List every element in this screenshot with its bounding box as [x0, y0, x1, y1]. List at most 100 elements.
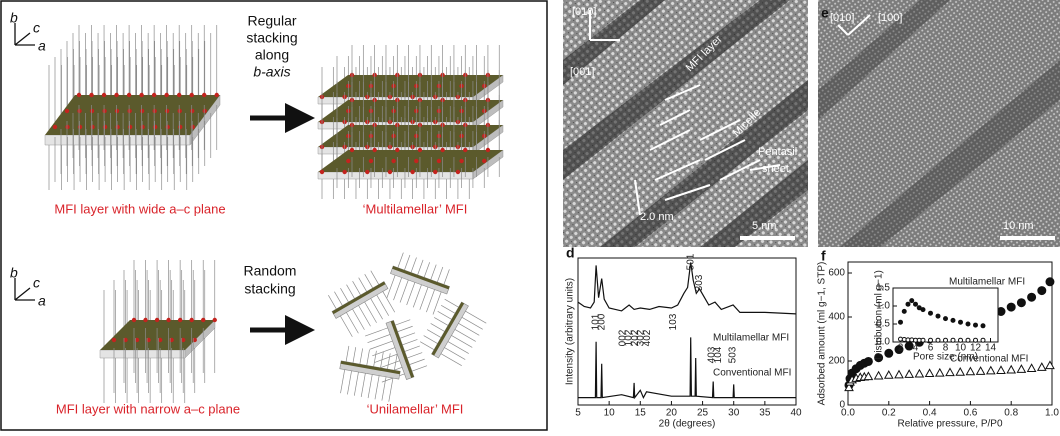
atom	[437, 159, 441, 163]
point	[902, 309, 906, 313]
tem-label: sheet	[762, 163, 789, 175]
panel-label: d	[566, 245, 575, 261]
point	[1007, 303, 1015, 311]
peak-label: 103	[668, 313, 679, 330]
tem-label: Pentasil	[758, 146, 797, 158]
point	[1017, 299, 1025, 307]
atom	[482, 159, 486, 163]
plot-frame	[893, 288, 998, 342]
atom	[53, 125, 57, 129]
caption: MFI layer with wide a–c plane	[54, 201, 225, 216]
atom	[456, 170, 460, 174]
atom	[102, 93, 106, 97]
atom	[128, 125, 132, 129]
atom	[459, 159, 463, 163]
point	[1038, 287, 1046, 295]
tem-label: [010]	[572, 6, 596, 18]
axis-letter: b	[10, 10, 18, 26]
axis-letter: c	[33, 20, 40, 36]
atom	[127, 109, 131, 113]
point	[910, 299, 914, 303]
atom	[152, 109, 156, 113]
point	[1046, 361, 1054, 368]
point	[905, 370, 913, 377]
point	[997, 366, 1005, 373]
atom	[391, 159, 395, 163]
tem-image-c	[563, 0, 808, 247]
atom	[90, 109, 94, 113]
x-axis-label: 2θ (degrees)	[659, 419, 716, 430]
point	[951, 338, 955, 342]
atom	[365, 170, 369, 174]
y-axis-label: Adsorbed amount (ml g−1, STP)	[817, 262, 828, 406]
peak-label: 104	[713, 346, 724, 363]
atom	[418, 148, 422, 152]
caption: ‘Unilamellar’ MFI	[367, 401, 464, 416]
atom	[78, 125, 82, 129]
layer-top	[318, 150, 503, 172]
random-plate	[418, 294, 490, 370]
atom	[152, 93, 156, 97]
atom	[77, 93, 81, 97]
series-label: Conventional MFI	[713, 368, 791, 379]
point	[899, 320, 903, 324]
point	[966, 368, 974, 375]
point	[914, 302, 918, 306]
atom	[89, 93, 93, 97]
point	[956, 368, 964, 375]
atom	[213, 318, 217, 322]
atom	[350, 148, 354, 152]
axis-letter: c	[33, 275, 40, 291]
point	[966, 322, 970, 326]
atom	[90, 125, 94, 129]
atom	[410, 170, 414, 174]
atom	[433, 170, 437, 174]
atom	[65, 125, 69, 129]
x-tick-label: 25	[697, 408, 709, 419]
atom	[114, 93, 118, 97]
point	[936, 338, 940, 342]
peak-label: 501	[685, 253, 696, 270]
random-plate	[336, 345, 403, 403]
point	[966, 338, 970, 342]
axis-letter: b	[10, 265, 18, 281]
atom	[178, 125, 182, 129]
x-tick-label: 0.4	[923, 408, 937, 419]
caption: MFI layer with narrow a–c plane	[56, 401, 240, 416]
panel-label: f	[821, 248, 826, 264]
layer-top	[318, 125, 503, 147]
point	[921, 308, 925, 312]
atom	[201, 318, 205, 322]
x-tick-label: 30	[728, 408, 740, 419]
atom	[395, 148, 399, 152]
atom	[127, 93, 131, 97]
atom	[388, 170, 392, 174]
atom	[115, 109, 119, 113]
point	[946, 368, 954, 375]
point	[885, 349, 893, 357]
tem-label: [001]	[570, 66, 594, 78]
peak-label: 503	[728, 346, 739, 363]
peak-label: 200	[596, 313, 607, 330]
atom	[155, 318, 159, 322]
point	[915, 370, 923, 377]
arrow-text: Regular	[247, 13, 296, 29]
point	[987, 367, 995, 374]
atom	[320, 170, 324, 174]
atom	[177, 93, 181, 97]
axis-letter: a	[38, 38, 46, 54]
figure: e bcabcaRegularstackingalongb-axisRandom…	[0, 0, 1060, 431]
point	[929, 311, 933, 315]
tem-label: 5 nm	[752, 220, 776, 232]
atom	[115, 125, 119, 129]
point	[1028, 364, 1036, 371]
atom	[166, 125, 170, 129]
atom	[140, 109, 144, 113]
atom	[165, 109, 169, 113]
atom	[414, 159, 418, 163]
point	[977, 367, 985, 374]
y-tick-label: 600	[828, 268, 845, 279]
layer-top	[318, 100, 503, 122]
plot-frame	[578, 258, 796, 405]
axis-glyph	[15, 278, 35, 300]
